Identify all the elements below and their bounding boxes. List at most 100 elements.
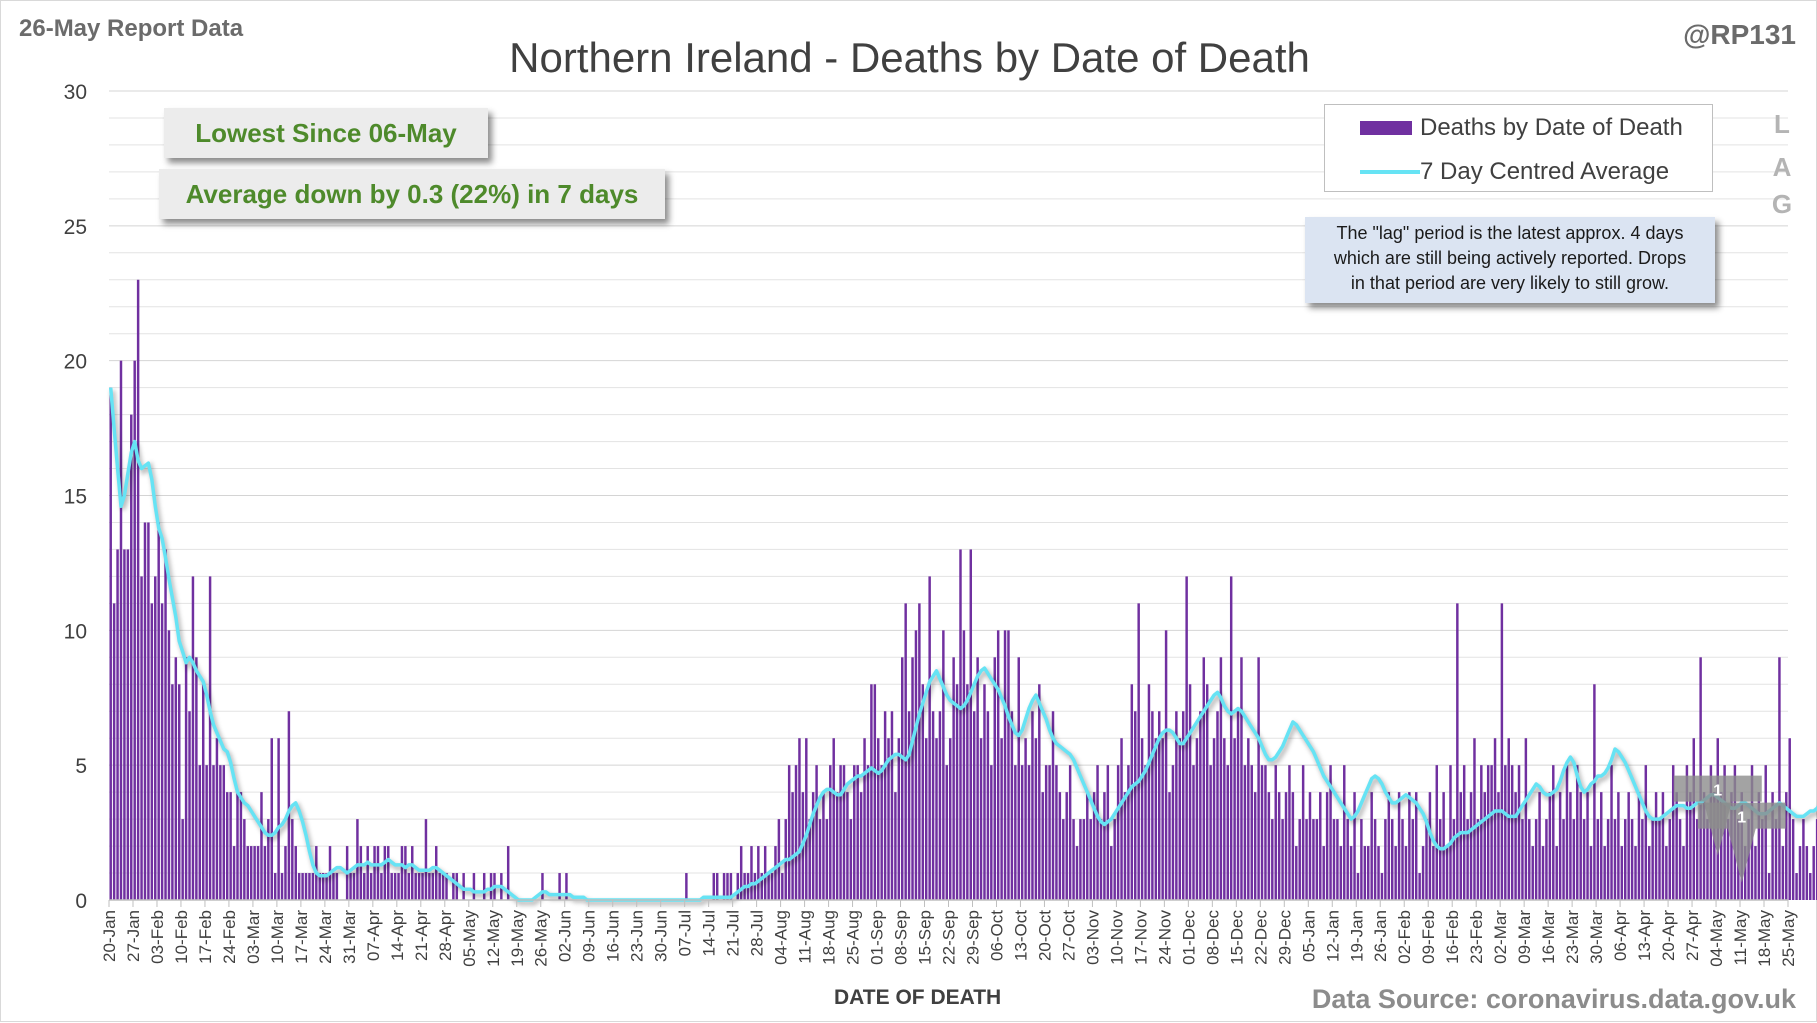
- lag-letter-g: G: [1771, 189, 1793, 219]
- death-bar: [1082, 819, 1086, 900]
- death-bar: [424, 819, 428, 900]
- death-bar: [969, 549, 973, 900]
- death-bar: [565, 873, 568, 900]
- death-bar: [1764, 765, 1767, 900]
- death-bar: [1349, 846, 1353, 900]
- death-bar: [1181, 711, 1185, 900]
- death-bar: [1284, 792, 1288, 900]
- y-tick-label: 15: [64, 486, 87, 509]
- y-tick-label: 5: [75, 755, 87, 778]
- death-bar: [1363, 846, 1367, 900]
- legend-item-deaths: Deaths by Date of Death: [1325, 108, 1683, 148]
- death-bar: [1483, 792, 1486, 900]
- x-tick-label: 19-May: [508, 910, 527, 967]
- death-bar: [1048, 765, 1051, 900]
- death-bar: [1726, 819, 1730, 900]
- death-bar: [407, 873, 411, 900]
- death-bar: [1486, 765, 1490, 900]
- x-tick-label: 17-Nov: [1131, 910, 1150, 965]
- death-bar: [119, 360, 123, 901]
- death-bar: [1682, 846, 1685, 900]
- death-bar: [1459, 792, 1462, 900]
- death-bar: [928, 576, 931, 900]
- death-bar: [1815, 819, 1817, 900]
- x-tick-label: 09-Feb: [1419, 910, 1438, 964]
- death-bar: [1360, 819, 1363, 900]
- death-bar: [1617, 792, 1620, 900]
- death-bar: [1031, 711, 1034, 900]
- legend-swatch-line: [1360, 170, 1420, 174]
- x-tick-label: 20-Oct: [1035, 910, 1054, 961]
- death-bar: [387, 846, 390, 900]
- legend-swatch-bars: [1360, 121, 1412, 135]
- x-tick-label: 04-Aug: [772, 910, 791, 965]
- y-tick-label: 10: [64, 620, 87, 643]
- death-bar: [1476, 819, 1480, 900]
- report-date-label: 26-May Report Data: [19, 15, 244, 42]
- death-bar: [1312, 819, 1315, 900]
- death-bar: [1068, 765, 1072, 900]
- death-bar: [1603, 846, 1606, 900]
- chart-legend: Deaths by Date of Death 7 Day Centred Av…: [1324, 104, 1713, 192]
- death-bar: [1281, 819, 1284, 900]
- death-bar: [781, 873, 784, 900]
- death-bar: [1137, 603, 1140, 900]
- death-bar: [856, 765, 859, 900]
- death-bar: [1781, 846, 1785, 900]
- death-bar: [1209, 765, 1212, 900]
- lag-note-line-3: in that period are very likely to still …: [1350, 273, 1670, 293]
- death-bar: [1065, 792, 1068, 900]
- death-bar: [1116, 765, 1120, 900]
- death-bar: [157, 522, 160, 900]
- death-bar: [805, 738, 808, 900]
- death-bar: [890, 711, 894, 900]
- death-bar: [1356, 873, 1360, 900]
- death-bar: [1319, 792, 1322, 900]
- week-marker-callout: [1697, 802, 1786, 883]
- x-tick-label: 09-Jun: [580, 910, 599, 962]
- x-tick-label: 23-Mar: [1563, 910, 1582, 964]
- x-tick-label: 04-May: [1707, 910, 1726, 967]
- death-bar: [1569, 792, 1572, 900]
- death-bar: [767, 873, 770, 900]
- death-bar: [222, 765, 226, 900]
- death-bar: [1096, 765, 1099, 900]
- death-bar: [791, 792, 794, 900]
- death-bar: [1754, 846, 1757, 900]
- death-bar: [363, 873, 366, 900]
- death-bar: [1086, 792, 1089, 900]
- death-bar: [291, 819, 294, 900]
- death-bar: [715, 873, 719, 900]
- death-bar: [1038, 684, 1041, 900]
- x-tick-label: 25-May: [1779, 910, 1798, 967]
- death-bar: [1277, 792, 1281, 900]
- death-bar: [431, 873, 435, 900]
- death-bar: [311, 873, 315, 900]
- death-bar: [1452, 819, 1456, 900]
- death-bar: [1771, 792, 1774, 900]
- death-bar: [1644, 765, 1648, 900]
- death-bar: [1432, 846, 1435, 900]
- death-bar: [959, 549, 962, 900]
- death-bar: [472, 873, 476, 900]
- death-bar: [267, 819, 270, 900]
- death-bar: [1809, 873, 1812, 900]
- death-bar: [178, 684, 181, 900]
- death-bar: [1802, 819, 1805, 900]
- death-bar: [825, 819, 829, 900]
- death-bar: [383, 846, 387, 900]
- death-bar: [1000, 738, 1003, 900]
- death-bar: [1538, 792, 1541, 900]
- legend-item-average: 7 Day Centred Average: [1325, 152, 1669, 192]
- death-bar: [822, 792, 825, 900]
- x-tick-label: 28-Jul: [748, 910, 767, 956]
- death-bar: [445, 873, 448, 900]
- death-bar: [938, 711, 942, 900]
- death-bar: [181, 819, 184, 900]
- death-bar: [1120, 738, 1123, 900]
- death-bar: [722, 873, 726, 900]
- death-bar: [887, 738, 890, 900]
- death-bar: [1034, 738, 1038, 900]
- x-tick-label: 26-May: [532, 910, 551, 967]
